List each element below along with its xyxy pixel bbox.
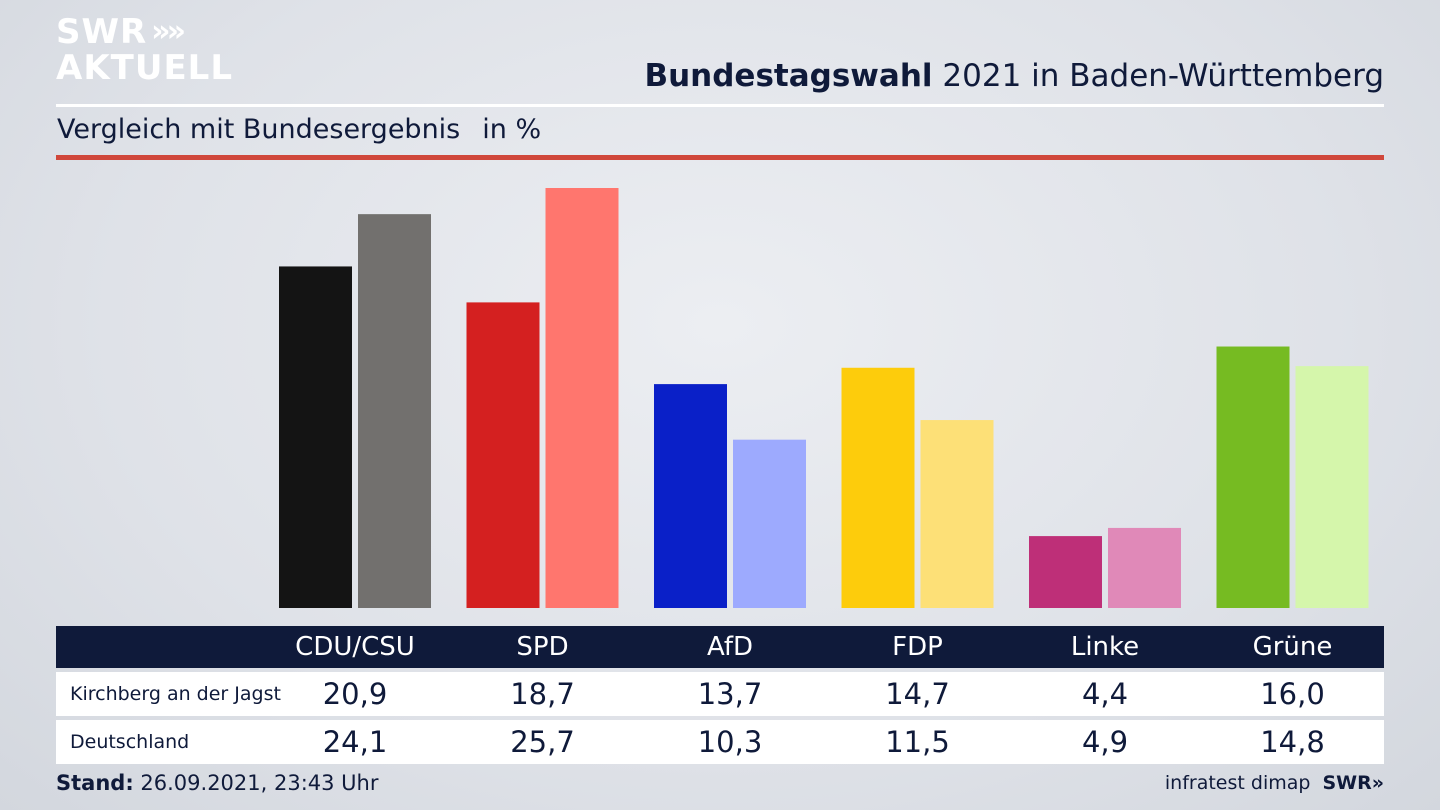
row-label-kirchberg: Kirchberg an der Jagst [70,683,281,705]
row-label-deutschland: Deutschland [70,731,190,753]
swr-brand: SWR» [1322,772,1384,794]
column-header-spd: SPD [516,632,569,662]
title-bold: Bundestagswahl [644,58,933,94]
table-row-deutschland: Deutschland 24,1 25,7 10,3 11,5 4,9 14,8 [56,720,1384,764]
swr-chevron-icon: » [1371,772,1384,794]
stand-value: 26.09.2021, 23:43 Uhr [133,771,379,795]
source-text: infratest dimap [1164,772,1311,794]
value-spd-kirchberg: 18,7 [510,677,575,711]
unit-label: in % [482,114,542,145]
logo-swr-text: SWR [56,12,148,52]
swr-brand-text: SWR [1322,772,1372,794]
value-gr-ne-kirchberg: 16,0 [1260,677,1325,711]
column-header-cdu-csu: CDU/CSU [295,632,415,662]
column-header-linke: Linke [1070,632,1140,662]
value-linke-kirchberg: 4,4 [1081,677,1129,711]
bar-chart [279,188,1369,608]
bar-cdu-csu-kirchberg [279,266,352,608]
value-gr-ne-deutschland: 14,8 [1260,725,1325,759]
bar-gr-ne-kirchberg [1216,346,1290,608]
bar-linke-kirchberg [1029,536,1102,608]
header-divider [56,104,1384,107]
logo-aktuell-text: AKTUELL [56,48,234,88]
value-fdp-kirchberg: 14,7 [885,677,950,711]
table-row-kirchberg: Kirchberg an der Jagst 20,9 18,7 13,7 14,7 4… [56,672,1384,716]
subtitle-text: Vergleich mit Bundesergebnis [57,114,461,145]
column-header-afd: AfD [706,632,754,662]
bar-linke-deutschland [1108,527,1181,608]
results-table: CDU/CSU SPD AfD FDP Linke Grüne Kirchberg an … [56,626,1384,764]
value-afd-kirchberg: 13,7 [697,677,763,711]
value-fdp-deutschland: 11,5 [885,725,950,759]
bar-fdp-kirchberg [841,367,915,608]
title-rest: 2021 in Baden-Württemberg [932,58,1384,94]
stand-label: Stand: [56,771,134,795]
column-header-gr-ne: Grüne [1252,632,1333,662]
value-cdu-csu-deutschland: 24,1 [322,725,388,759]
swr-aktuell-logo: SWR»» AKTUELL [56,14,233,86]
bar-afd-deutschland [733,439,806,608]
subtitle: Vergleich mit Bundesergebnis in % [57,114,541,145]
page-title: Bundestagswahl 2021 in Baden-Württemberg [644,58,1384,94]
value-spd-deutschland: 25,7 [510,725,575,759]
column-header-fdp: FDP [892,632,943,662]
bar-afd-kirchberg [654,384,727,608]
source-credit: infratest dimap SWR» [1165,772,1384,794]
accent-divider [56,155,1384,160]
value-cdu-csu-kirchberg: 20,9 [322,677,388,711]
bar-fdp-deutschland [920,420,994,608]
value-afd-deutschland: 10,3 [697,725,763,759]
bar-gr-ne-deutschland [1295,366,1369,608]
bar-spd-deutschland [545,188,619,608]
timestamp: Stand: 26.09.2021, 23:43 Uhr [56,771,379,795]
bar-spd-kirchberg [466,302,540,608]
bar-cdu-csu-deutschland [358,214,431,608]
table-header-row: CDU/CSU SPD AfD FDP Linke Grüne [56,626,1384,668]
value-linke-deutschland: 4,9 [1081,725,1129,759]
